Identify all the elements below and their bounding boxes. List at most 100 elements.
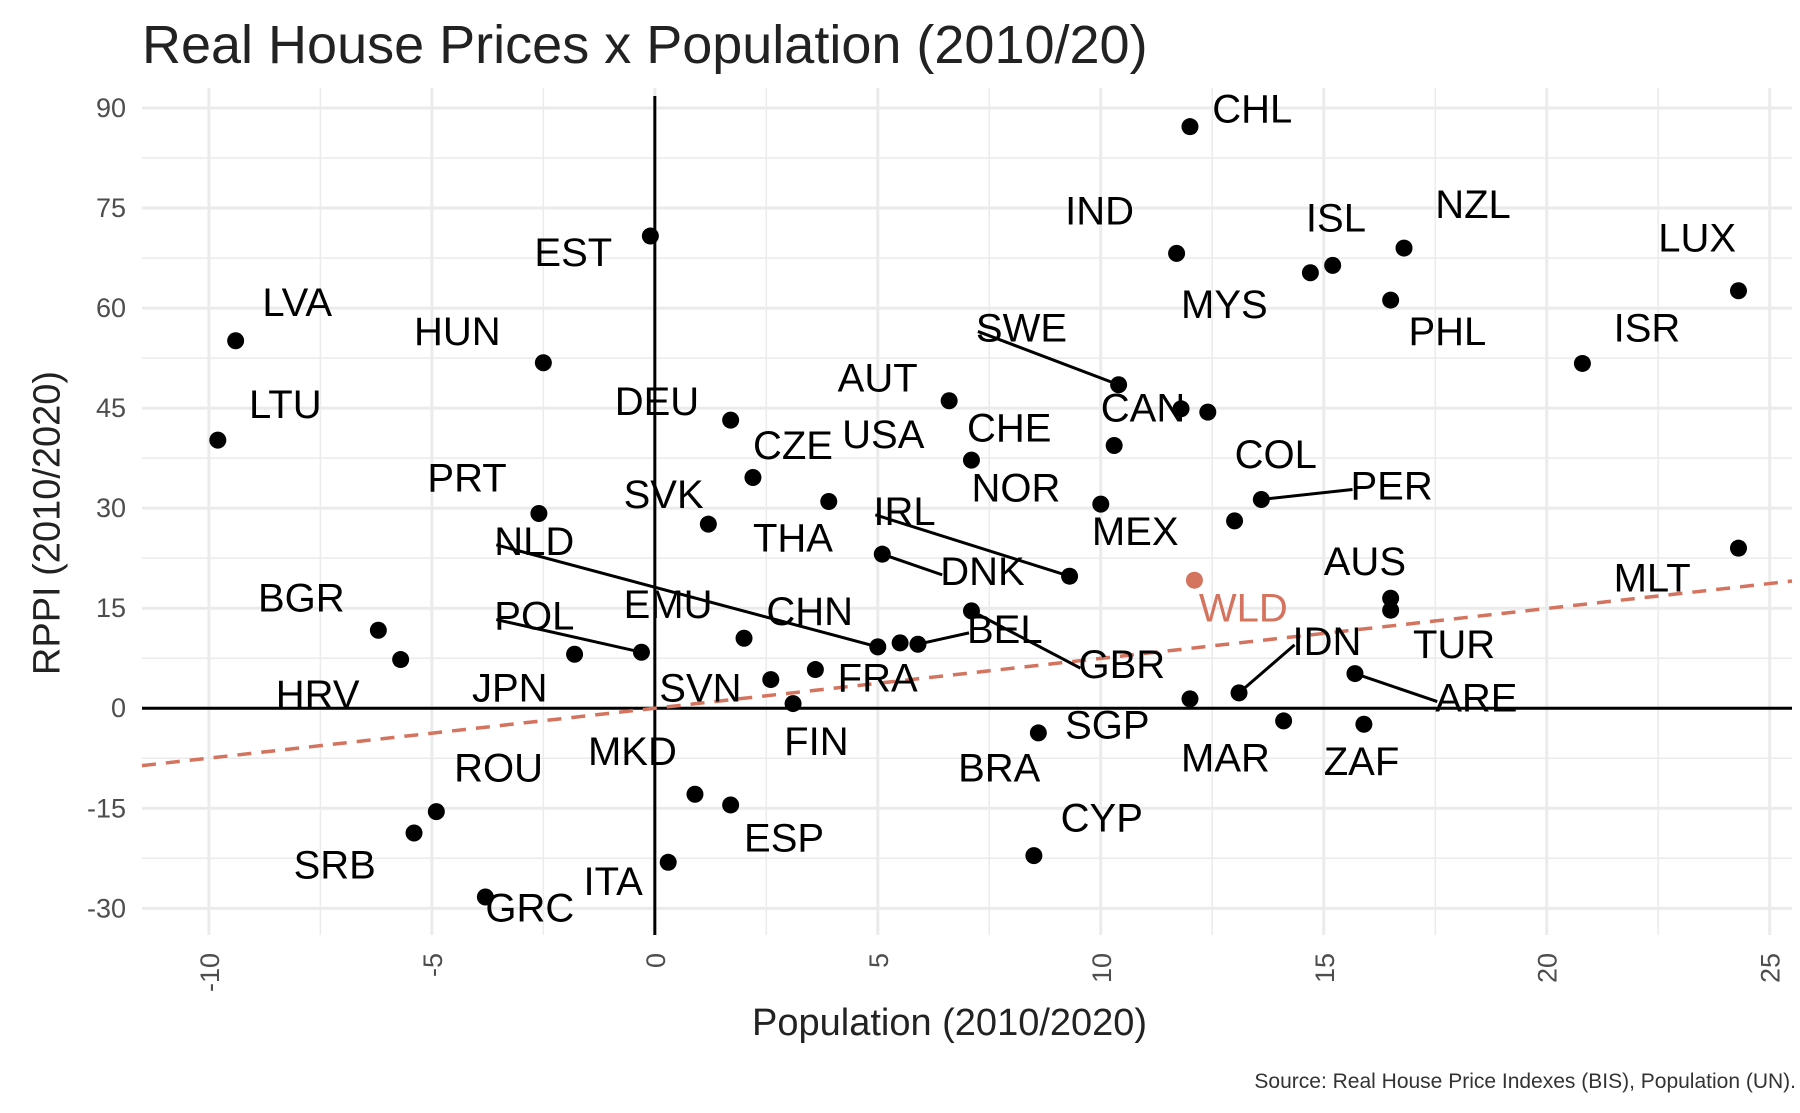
data-label-dnk: DNK xyxy=(940,550,1025,594)
data-point-ind xyxy=(1168,244,1186,262)
data-point-are xyxy=(1346,665,1364,683)
data-label-fin: FIN xyxy=(784,720,848,764)
data-point-mys xyxy=(1301,264,1319,282)
leader-line xyxy=(917,631,970,646)
data-label-mex: MEX xyxy=(1092,510,1179,554)
data-point-mar xyxy=(1181,690,1199,708)
data-label-tha: THA xyxy=(753,517,833,561)
data-point-mkd xyxy=(686,785,704,803)
data-point-idn xyxy=(1230,684,1248,702)
data-label-jpn: JPN xyxy=(472,667,548,711)
data-label-svk: SVK xyxy=(624,473,704,517)
data-point-chn xyxy=(891,634,909,652)
x-tick-label: 10 xyxy=(1087,953,1117,983)
data-label-zaf: ZAF xyxy=(1324,740,1400,784)
data-point-irl xyxy=(1061,567,1079,585)
data-label-idn: IDN xyxy=(1293,620,1362,664)
data-point-ita xyxy=(659,853,677,871)
data-point-tur xyxy=(1382,601,1400,619)
data-point-mex xyxy=(1226,512,1244,530)
data-point-fra xyxy=(806,661,824,679)
data-label-grc: GRC xyxy=(485,887,574,931)
data-label-bgr: BGR xyxy=(258,577,345,621)
x-tick-label: 20 xyxy=(1533,953,1563,983)
data-point-aut xyxy=(940,392,958,410)
data-label-lux: LUX xyxy=(1658,216,1736,260)
data-label-ltu: LTU xyxy=(249,383,322,427)
data-label-hun: HUN xyxy=(414,310,501,354)
leader-line xyxy=(874,513,1071,578)
data-label-swe: SWE xyxy=(976,306,1067,350)
data-label-col: COL xyxy=(1235,433,1317,477)
x-tick-label: 25 xyxy=(1756,953,1786,983)
leader-line xyxy=(1261,488,1353,501)
data-point-bgr xyxy=(369,621,387,639)
source-note: Source: Real House Price Indexes (BIS), … xyxy=(1254,1070,1796,1093)
data-point-lux xyxy=(1729,282,1747,300)
data-label-usa: USA xyxy=(842,413,925,457)
data-point-nzl xyxy=(1395,239,1413,257)
data-label-srb: SRB xyxy=(294,843,376,887)
x-tick-label: -10 xyxy=(195,953,225,992)
data-point-bel xyxy=(909,635,927,653)
data-label-mlt: MLT xyxy=(1614,557,1691,601)
data-label-nzl: NZL xyxy=(1435,183,1511,227)
data-point-zaf xyxy=(1355,715,1373,733)
data-label-mkd: MKD xyxy=(588,730,677,774)
data-point-mlt xyxy=(1729,539,1747,557)
data-label-hrv: HRV xyxy=(276,673,360,717)
data-point-sgp xyxy=(1029,724,1047,742)
data-point-cze xyxy=(744,468,762,486)
data-point-per xyxy=(1252,490,1270,508)
data-point-fin xyxy=(784,695,802,713)
y-tick-label: 75 xyxy=(96,193,126,223)
data-label-ind: IND xyxy=(1065,190,1134,234)
data-label-pol: POL xyxy=(494,595,574,639)
data-point-prt xyxy=(530,505,548,523)
data-point-emu xyxy=(735,629,753,647)
data-label-rou: ROU xyxy=(454,747,543,791)
data-label-tur: TUR xyxy=(1413,623,1495,667)
data-point-chl xyxy=(1181,118,1199,136)
data-label-chn: CHN xyxy=(766,590,853,634)
data-point-che xyxy=(962,451,980,469)
data-label-phl: PHL xyxy=(1408,310,1486,354)
data-point-rou xyxy=(427,803,445,821)
data-label-cyp: CYP xyxy=(1061,797,1143,841)
data-label-che: CHE xyxy=(967,406,1051,450)
data-label-can: CAN xyxy=(1101,386,1185,430)
data-point-srb xyxy=(405,824,423,842)
leader-line xyxy=(1238,643,1296,695)
y-tick-label: -30 xyxy=(87,893,126,923)
y-axis-title: RPPI (2010/2020) xyxy=(26,370,69,676)
data-label-fra: FRA xyxy=(838,657,918,701)
data-point-isl xyxy=(1324,256,1342,274)
data-point-isr xyxy=(1573,354,1591,372)
x-tick-label: 5 xyxy=(864,953,894,968)
data-label-irl: IRL xyxy=(873,490,935,534)
data-point-can xyxy=(1172,400,1190,418)
leader-line xyxy=(970,609,1082,670)
leader-line xyxy=(495,543,879,649)
data-label-lva: LVA xyxy=(262,281,332,325)
data-point-usa xyxy=(820,492,838,510)
data-label-aus: AUS xyxy=(1324,540,1406,584)
data-point-hun xyxy=(534,354,552,372)
data-point-esp xyxy=(722,796,740,814)
data-label-cze: CZE xyxy=(753,424,833,468)
data-point-ltu xyxy=(209,431,227,449)
data-point-pol xyxy=(632,643,650,661)
data-point-est xyxy=(641,227,659,245)
y-tick-label: 90 xyxy=(96,93,126,123)
chart-title: Real House Prices x Population (2010/20) xyxy=(142,15,1148,75)
data-label-emu: EMU xyxy=(624,583,713,627)
data-label-bra: BRA xyxy=(958,747,1041,791)
data-label-per: PER xyxy=(1351,464,1433,508)
data-label-nor: NOR xyxy=(971,466,1060,510)
x-tick-label: 15 xyxy=(1310,953,1340,983)
x-tick-label: -5 xyxy=(418,953,448,977)
leader-line xyxy=(1354,672,1438,703)
data-label-est: EST xyxy=(534,231,612,275)
